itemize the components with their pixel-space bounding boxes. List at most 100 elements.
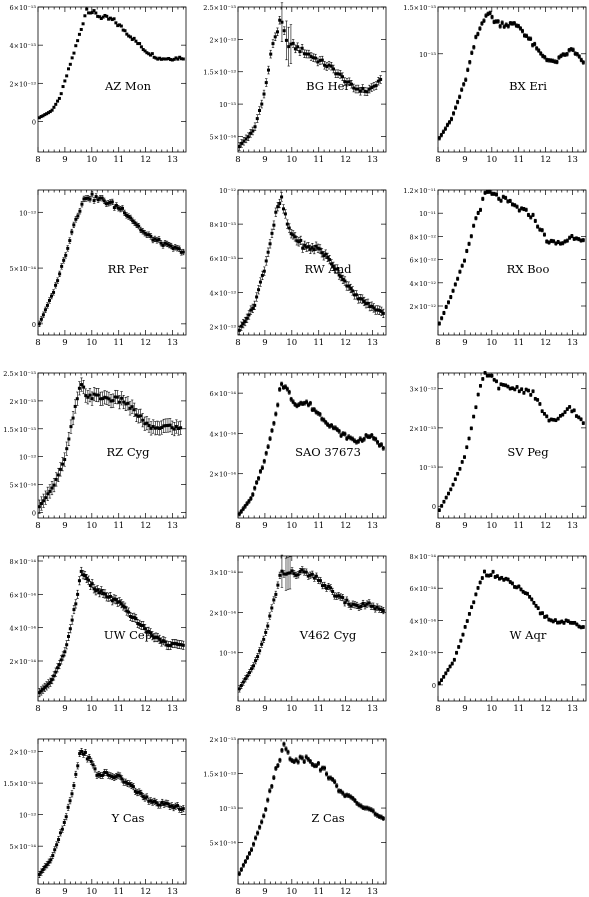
y-tick-label: 2×10⁻¹³ bbox=[210, 323, 237, 331]
data-point bbox=[149, 426, 153, 430]
data-point bbox=[575, 622, 579, 626]
data-point bbox=[268, 789, 272, 793]
data-point bbox=[264, 630, 268, 634]
data-point bbox=[155, 426, 159, 430]
data-point bbox=[379, 77, 383, 81]
data-point bbox=[271, 42, 275, 46]
data-point bbox=[100, 196, 104, 200]
data-point bbox=[373, 607, 377, 611]
data-point bbox=[130, 37, 134, 41]
data-point bbox=[41, 687, 45, 691]
data-point bbox=[312, 764, 316, 768]
x-tick-label: 11 bbox=[513, 521, 524, 531]
plot-frame bbox=[237, 738, 387, 885]
data-point bbox=[239, 509, 243, 513]
data-point bbox=[504, 196, 508, 200]
data-point bbox=[552, 418, 556, 422]
data-point bbox=[274, 412, 278, 416]
data-point bbox=[179, 426, 183, 430]
data-point bbox=[262, 459, 266, 463]
data-point bbox=[239, 684, 243, 688]
data-point bbox=[437, 508, 441, 512]
data-point bbox=[506, 385, 510, 389]
data-point bbox=[61, 85, 65, 89]
data-point bbox=[337, 429, 341, 433]
data-point bbox=[497, 387, 501, 391]
x-tick-label: 11 bbox=[113, 338, 124, 348]
plot-frame bbox=[37, 738, 187, 885]
data-point bbox=[285, 387, 289, 391]
data-point bbox=[96, 198, 100, 202]
data-point bbox=[258, 469, 262, 473]
data-point bbox=[99, 17, 103, 21]
data-point bbox=[513, 203, 517, 207]
data-point bbox=[141, 624, 145, 628]
y-tick-label: 0 bbox=[32, 321, 36, 329]
data-point bbox=[489, 573, 493, 577]
data-point bbox=[468, 60, 472, 64]
data-point bbox=[117, 400, 121, 404]
x-tick-label: 11 bbox=[313, 338, 324, 348]
chart-panel: 8 9 10 11 12 13 0 2×10⁻¹³ 4×10⁻¹³ 6×10⁻¹³ AZ Mon bbox=[10, 4, 187, 165]
x-tick-label: 8 bbox=[35, 338, 40, 348]
data-point bbox=[314, 244, 318, 248]
data-point bbox=[98, 397, 102, 401]
data-point bbox=[483, 191, 487, 195]
x-tick-label: 8 bbox=[435, 155, 440, 165]
data-point bbox=[174, 56, 178, 60]
data-point bbox=[361, 86, 365, 90]
data-point bbox=[264, 807, 268, 811]
data-point bbox=[110, 599, 114, 603]
chart-panel: 8 9 10 11 12 13 5×10⁻¹⁴ 10⁻¹³ 1.5×10⁻¹³ 2×10⁻¹³ 2.… bbox=[203, 2, 387, 165]
data-point bbox=[347, 80, 351, 84]
data-point bbox=[367, 807, 371, 811]
data-point bbox=[86, 196, 90, 200]
data-point bbox=[469, 426, 473, 430]
data-point bbox=[47, 860, 51, 864]
data-point bbox=[331, 589, 335, 593]
data-point bbox=[90, 582, 94, 586]
data-point bbox=[381, 311, 385, 315]
data-point bbox=[370, 433, 374, 437]
y-tick-label: 4×10⁻¹⁴ bbox=[410, 617, 437, 625]
data-point bbox=[298, 50, 302, 54]
data-point bbox=[138, 42, 142, 46]
data-point bbox=[478, 580, 482, 584]
data-point bbox=[289, 42, 293, 46]
data-point bbox=[272, 598, 276, 602]
data-point bbox=[121, 28, 125, 32]
data-point bbox=[302, 760, 306, 764]
data-point bbox=[280, 382, 284, 386]
data-point bbox=[119, 24, 123, 28]
data-point bbox=[307, 52, 311, 56]
data-point bbox=[81, 752, 85, 756]
data-point bbox=[439, 133, 443, 137]
data-point bbox=[71, 416, 75, 420]
data-point bbox=[253, 125, 257, 129]
data-point bbox=[565, 407, 569, 411]
data-point bbox=[549, 417, 553, 421]
data-point bbox=[335, 784, 339, 788]
star-label: RW And bbox=[305, 262, 353, 276]
data-point bbox=[381, 609, 385, 613]
x-tick-label: 8 bbox=[235, 704, 240, 714]
x-tick-label: 12 bbox=[140, 887, 151, 897]
data-point bbox=[77, 579, 81, 583]
data-point bbox=[159, 640, 163, 644]
data-point bbox=[149, 234, 153, 238]
x-tick-label: 9 bbox=[262, 155, 267, 165]
data-point bbox=[112, 597, 116, 601]
data-point bbox=[314, 56, 318, 60]
data-point bbox=[39, 502, 43, 506]
y-tick-label: 2×10⁻¹³ bbox=[10, 80, 37, 88]
data-point bbox=[310, 246, 314, 250]
data-point bbox=[108, 774, 112, 778]
data-point bbox=[52, 483, 56, 487]
data-point bbox=[65, 447, 69, 451]
y-tick-label: 10⁻¹³ bbox=[219, 805, 236, 813]
data-point bbox=[237, 328, 241, 332]
data-point bbox=[486, 12, 490, 16]
data-point bbox=[87, 755, 91, 759]
data-point bbox=[274, 766, 278, 770]
data-point bbox=[258, 825, 262, 829]
